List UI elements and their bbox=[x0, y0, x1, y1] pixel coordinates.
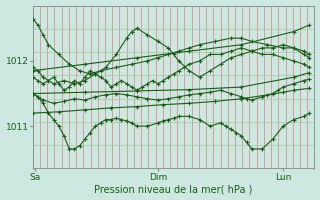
X-axis label: Pression niveau de la mer( hPa ): Pression niveau de la mer( hPa ) bbox=[94, 184, 253, 194]
